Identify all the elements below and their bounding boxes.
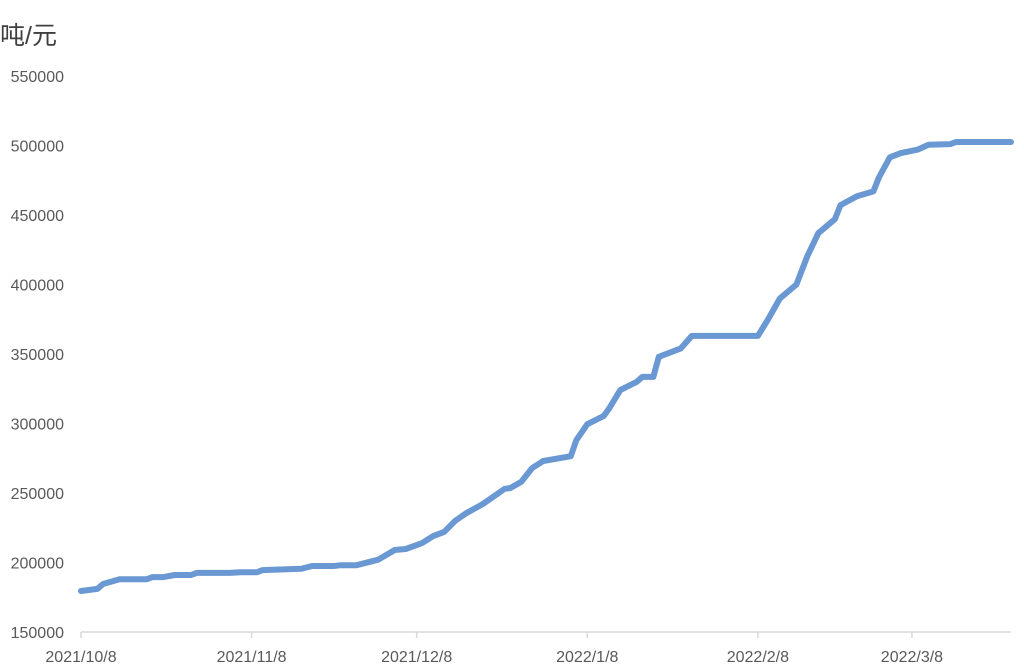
y-tick-label: 400000 — [11, 278, 64, 295]
y-tick-label: 250000 — [11, 486, 64, 503]
y-tick-label: 200000 — [11, 556, 64, 573]
x-tick-label: 2021/11/8 — [217, 649, 287, 666]
x-tick-label: 2021/12/8 — [381, 649, 452, 666]
y-tick-label: 450000 — [11, 208, 64, 225]
y-tick-label: 550000 — [11, 69, 64, 86]
x-tick-label: 2022/1/8 — [556, 649, 618, 666]
x-tick-label: 2021/10/8 — [45, 649, 116, 666]
y-axis-unit-label: 吨/元 — [0, 22, 57, 50]
x-tick-label: 2022/3/8 — [881, 649, 943, 666]
price-line — [78, 139, 1014, 594]
y-tick-label: 300000 — [11, 417, 64, 434]
x-tick-label: 2022/2/8 — [727, 649, 789, 666]
y-tick-label: 350000 — [11, 347, 64, 364]
y-tick-label: 150000 — [11, 625, 64, 642]
y-tick-label: 500000 — [11, 139, 64, 156]
